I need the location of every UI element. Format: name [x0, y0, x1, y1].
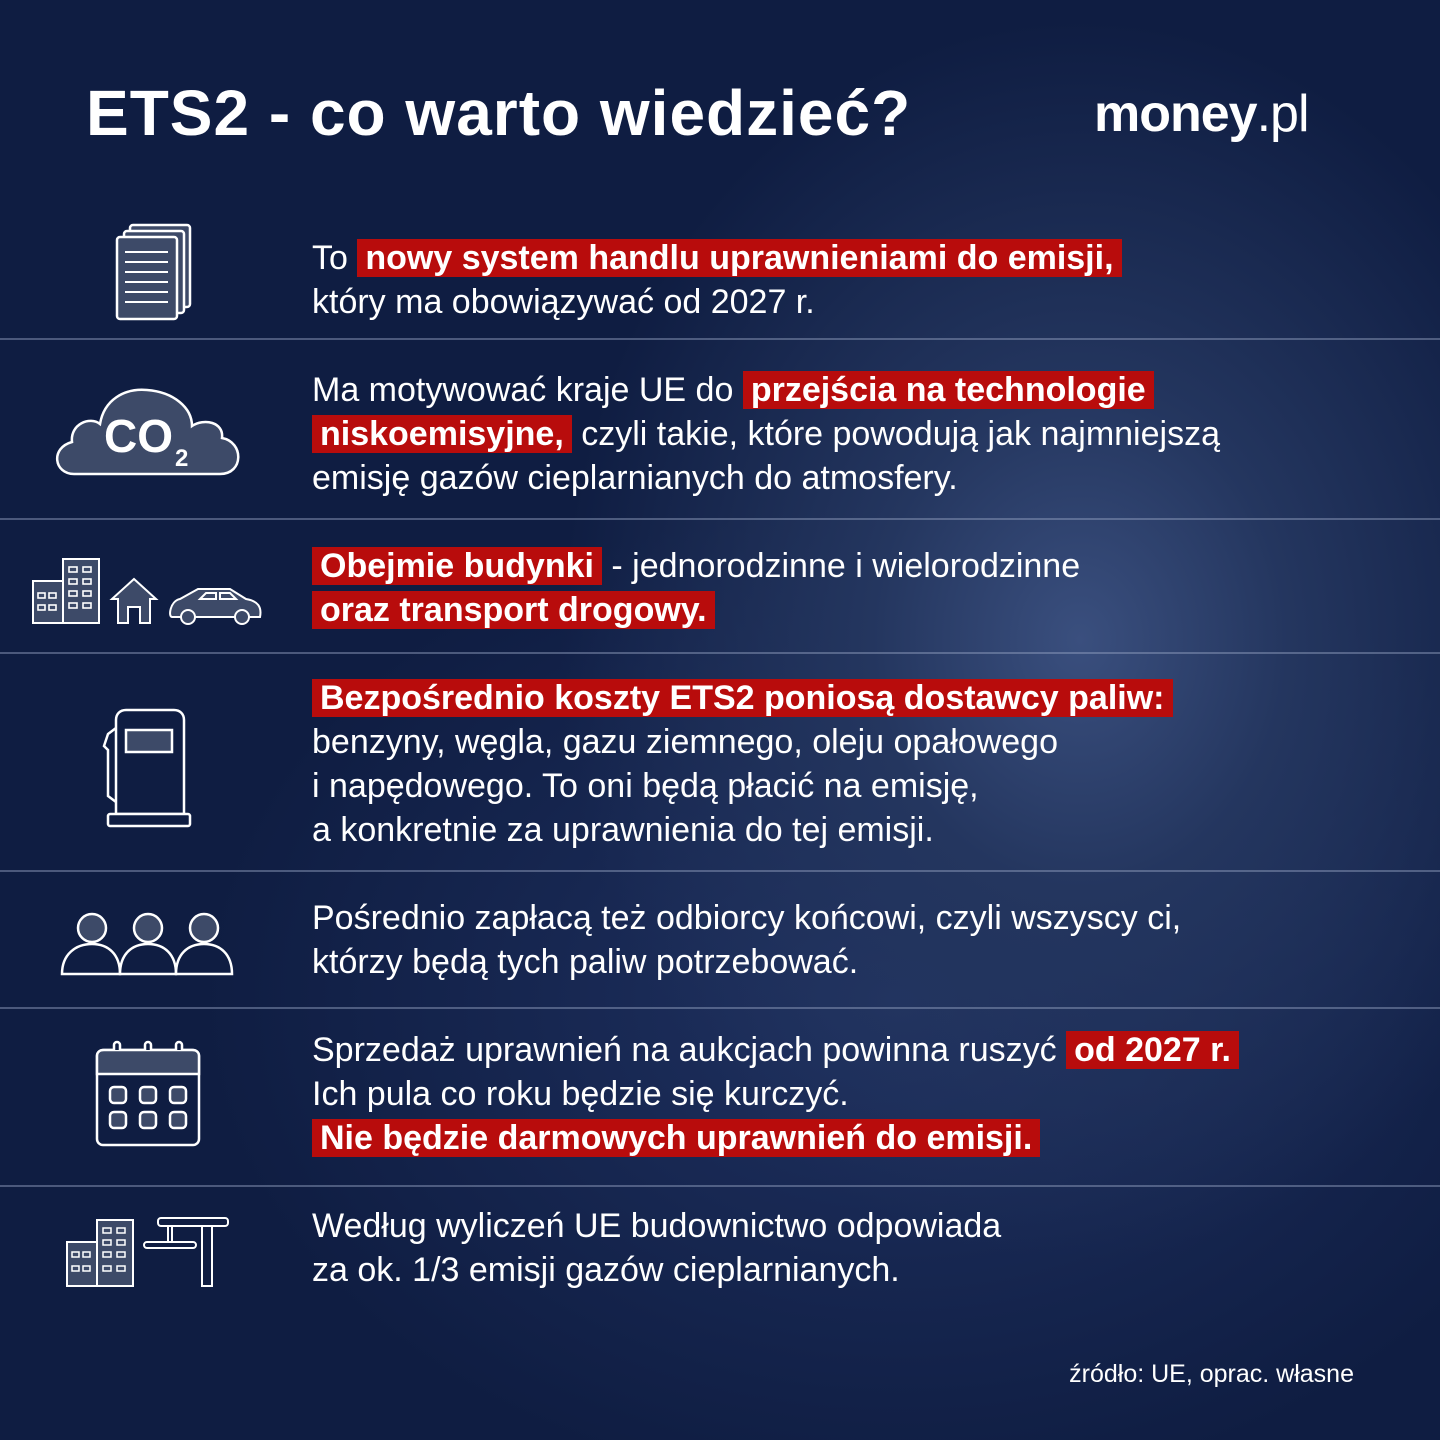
row-2-text: Ma motywować kraje UE do przejścia na te… — [312, 368, 1220, 500]
text-line: To nowy system handlu uprawnieniami do e… — [312, 236, 1122, 280]
co2-label: CO — [104, 410, 173, 462]
co2-formula: CO2 — [104, 410, 188, 485]
text-line: a konkretnie za uprawnienia do tej emisj… — [312, 808, 1173, 852]
highlighted-text: nowy system handlu uprawnieniami do emis… — [357, 239, 1122, 277]
text-line: niskoemisyjne, czyli takie, które powodu… — [312, 412, 1220, 456]
divider — [0, 1007, 1440, 1009]
text-line: benzyny, węgla, gazu ziemnego, oleju opa… — [312, 720, 1173, 764]
text-segment: Ich pula co roku będzie się kurczyć. — [312, 1075, 849, 1113]
row-7-text: Według wyliczeń UE budownictwo odpowiada… — [312, 1204, 1001, 1292]
row-3-text: Obejmie budynki - jednorodzinne i wielor… — [312, 544, 1080, 632]
logo-main: money — [1094, 85, 1258, 143]
text-segment: Według wyliczeń UE budownictwo odpowiada — [312, 1207, 1002, 1245]
text-line: Ich pula co roku będzie się kurczyć. — [312, 1072, 1239, 1116]
highlighted-text: Bezpośrednio koszty ETS2 poniosą dostawc… — [312, 679, 1173, 717]
money-pl-logo: money.pl — [1094, 84, 1310, 144]
row-4-text: Bezpośrednio koszty ETS2 poniosą dostawc… — [312, 676, 1173, 852]
row-1-text: To nowy system handlu uprawnieniami do e… — [312, 236, 1122, 324]
text-segment: Pośrednio zapłacą też odbiorcy końcowi, … — [312, 899, 1182, 937]
highlighted-text: niskoemisyjne, — [312, 415, 572, 453]
divider — [0, 1185, 1440, 1187]
text-segment: którzy będą tych paliw potrzebować. — [312, 943, 859, 981]
calendar-icon — [95, 1040, 201, 1147]
highlighted-text: Obejmie budynki — [312, 547, 602, 585]
text-line: i napędowego. To oni będą płacić na emis… — [312, 764, 1173, 808]
text-segment: za ok. 1/3 emisji gazów cieplarnianych. — [312, 1251, 900, 1289]
text-line: Obejmie budynki - jednorodzinne i wielor… — [312, 544, 1080, 588]
people-icon — [60, 912, 234, 976]
divider — [0, 652, 1440, 654]
logo-suffix: .pl — [1256, 85, 1310, 143]
text-line: Według wyliczeń UE budownictwo odpowiada — [312, 1204, 1001, 1248]
text-segment: który ma obowiązywać od 2027 r. — [312, 283, 815, 321]
text-segment: czyli takie, które powodują jak najmniej… — [571, 415, 1220, 453]
text-line: którzy będą tych paliw potrzebować. — [312, 940, 1181, 984]
highlighted-text: Nie będzie darmowych uprawnień do emisji… — [312, 1119, 1041, 1157]
text-segment: a konkretnie za uprawnienia do tej emisj… — [312, 811, 934, 849]
text-line: oraz transport drogowy. — [312, 588, 1080, 632]
text-segment: - jednorodzinne i wielorodzinne — [601, 547, 1081, 585]
text-line: Nie będzie darmowych uprawnień do emisji… — [312, 1116, 1239, 1160]
page-title: ETS2 - co warto wiedzieć? — [86, 77, 912, 149]
text-line: Bezpośrednio koszty ETS2 poniosą dostawc… — [312, 676, 1173, 720]
text-line: który ma obowiązywać od 2027 r. — [312, 280, 1122, 324]
divider — [0, 870, 1440, 872]
text-segment: i napędowego. To oni będą płacić na emis… — [312, 767, 979, 805]
highlighted-text: przejścia na technologie — [742, 371, 1154, 409]
co2-subscript: 2 — [175, 445, 189, 472]
text-segment: emisję gazów cieplarnianych do atmosfery… — [312, 459, 958, 497]
row-6-text: Sprzedaż uprawnień na aukcjach powinna r… — [312, 1028, 1239, 1160]
text-line: Ma motywować kraje UE do przejścia na te… — [312, 368, 1220, 412]
source-note: źródło: UE, oprac. własne — [1069, 1360, 1354, 1388]
row-5-text: Pośrednio zapłacą też odbiorcy końcowi, … — [312, 896, 1181, 984]
text-segment: Sprzedaż uprawnień na aukcjach powinna r… — [312, 1031, 1067, 1069]
highlighted-text: oraz transport drogowy. — [312, 591, 715, 629]
text-line: Pośrednio zapłacą też odbiorcy końcowi, … — [312, 896, 1181, 940]
documents-icon — [115, 223, 192, 321]
text-line: emisję gazów cieplarnianych do atmosfery… — [312, 456, 1220, 500]
divider — [0, 518, 1440, 520]
text-segment: To — [312, 239, 358, 277]
highlighted-text: od 2027 r. — [1066, 1031, 1239, 1069]
text-line: Sprzedaż uprawnień na aukcjach powinna r… — [312, 1028, 1239, 1072]
co2-cloud-icon: CO2 — [52, 386, 242, 478]
cloud-icon — [55, 388, 240, 476]
text-line: za ok. 1/3 emisji gazów cieplarnianych. — [312, 1248, 1001, 1292]
text-segment: benzyny, węgla, gazu ziemnego, oleju opa… — [312, 723, 1058, 761]
text-segment: Ma motywować kraje UE do — [312, 371, 743, 409]
construction-icon — [66, 1217, 229, 1287]
fuel-pump-icon — [102, 708, 192, 828]
buildings-house-car-icon — [32, 558, 262, 625]
divider — [0, 338, 1440, 340]
